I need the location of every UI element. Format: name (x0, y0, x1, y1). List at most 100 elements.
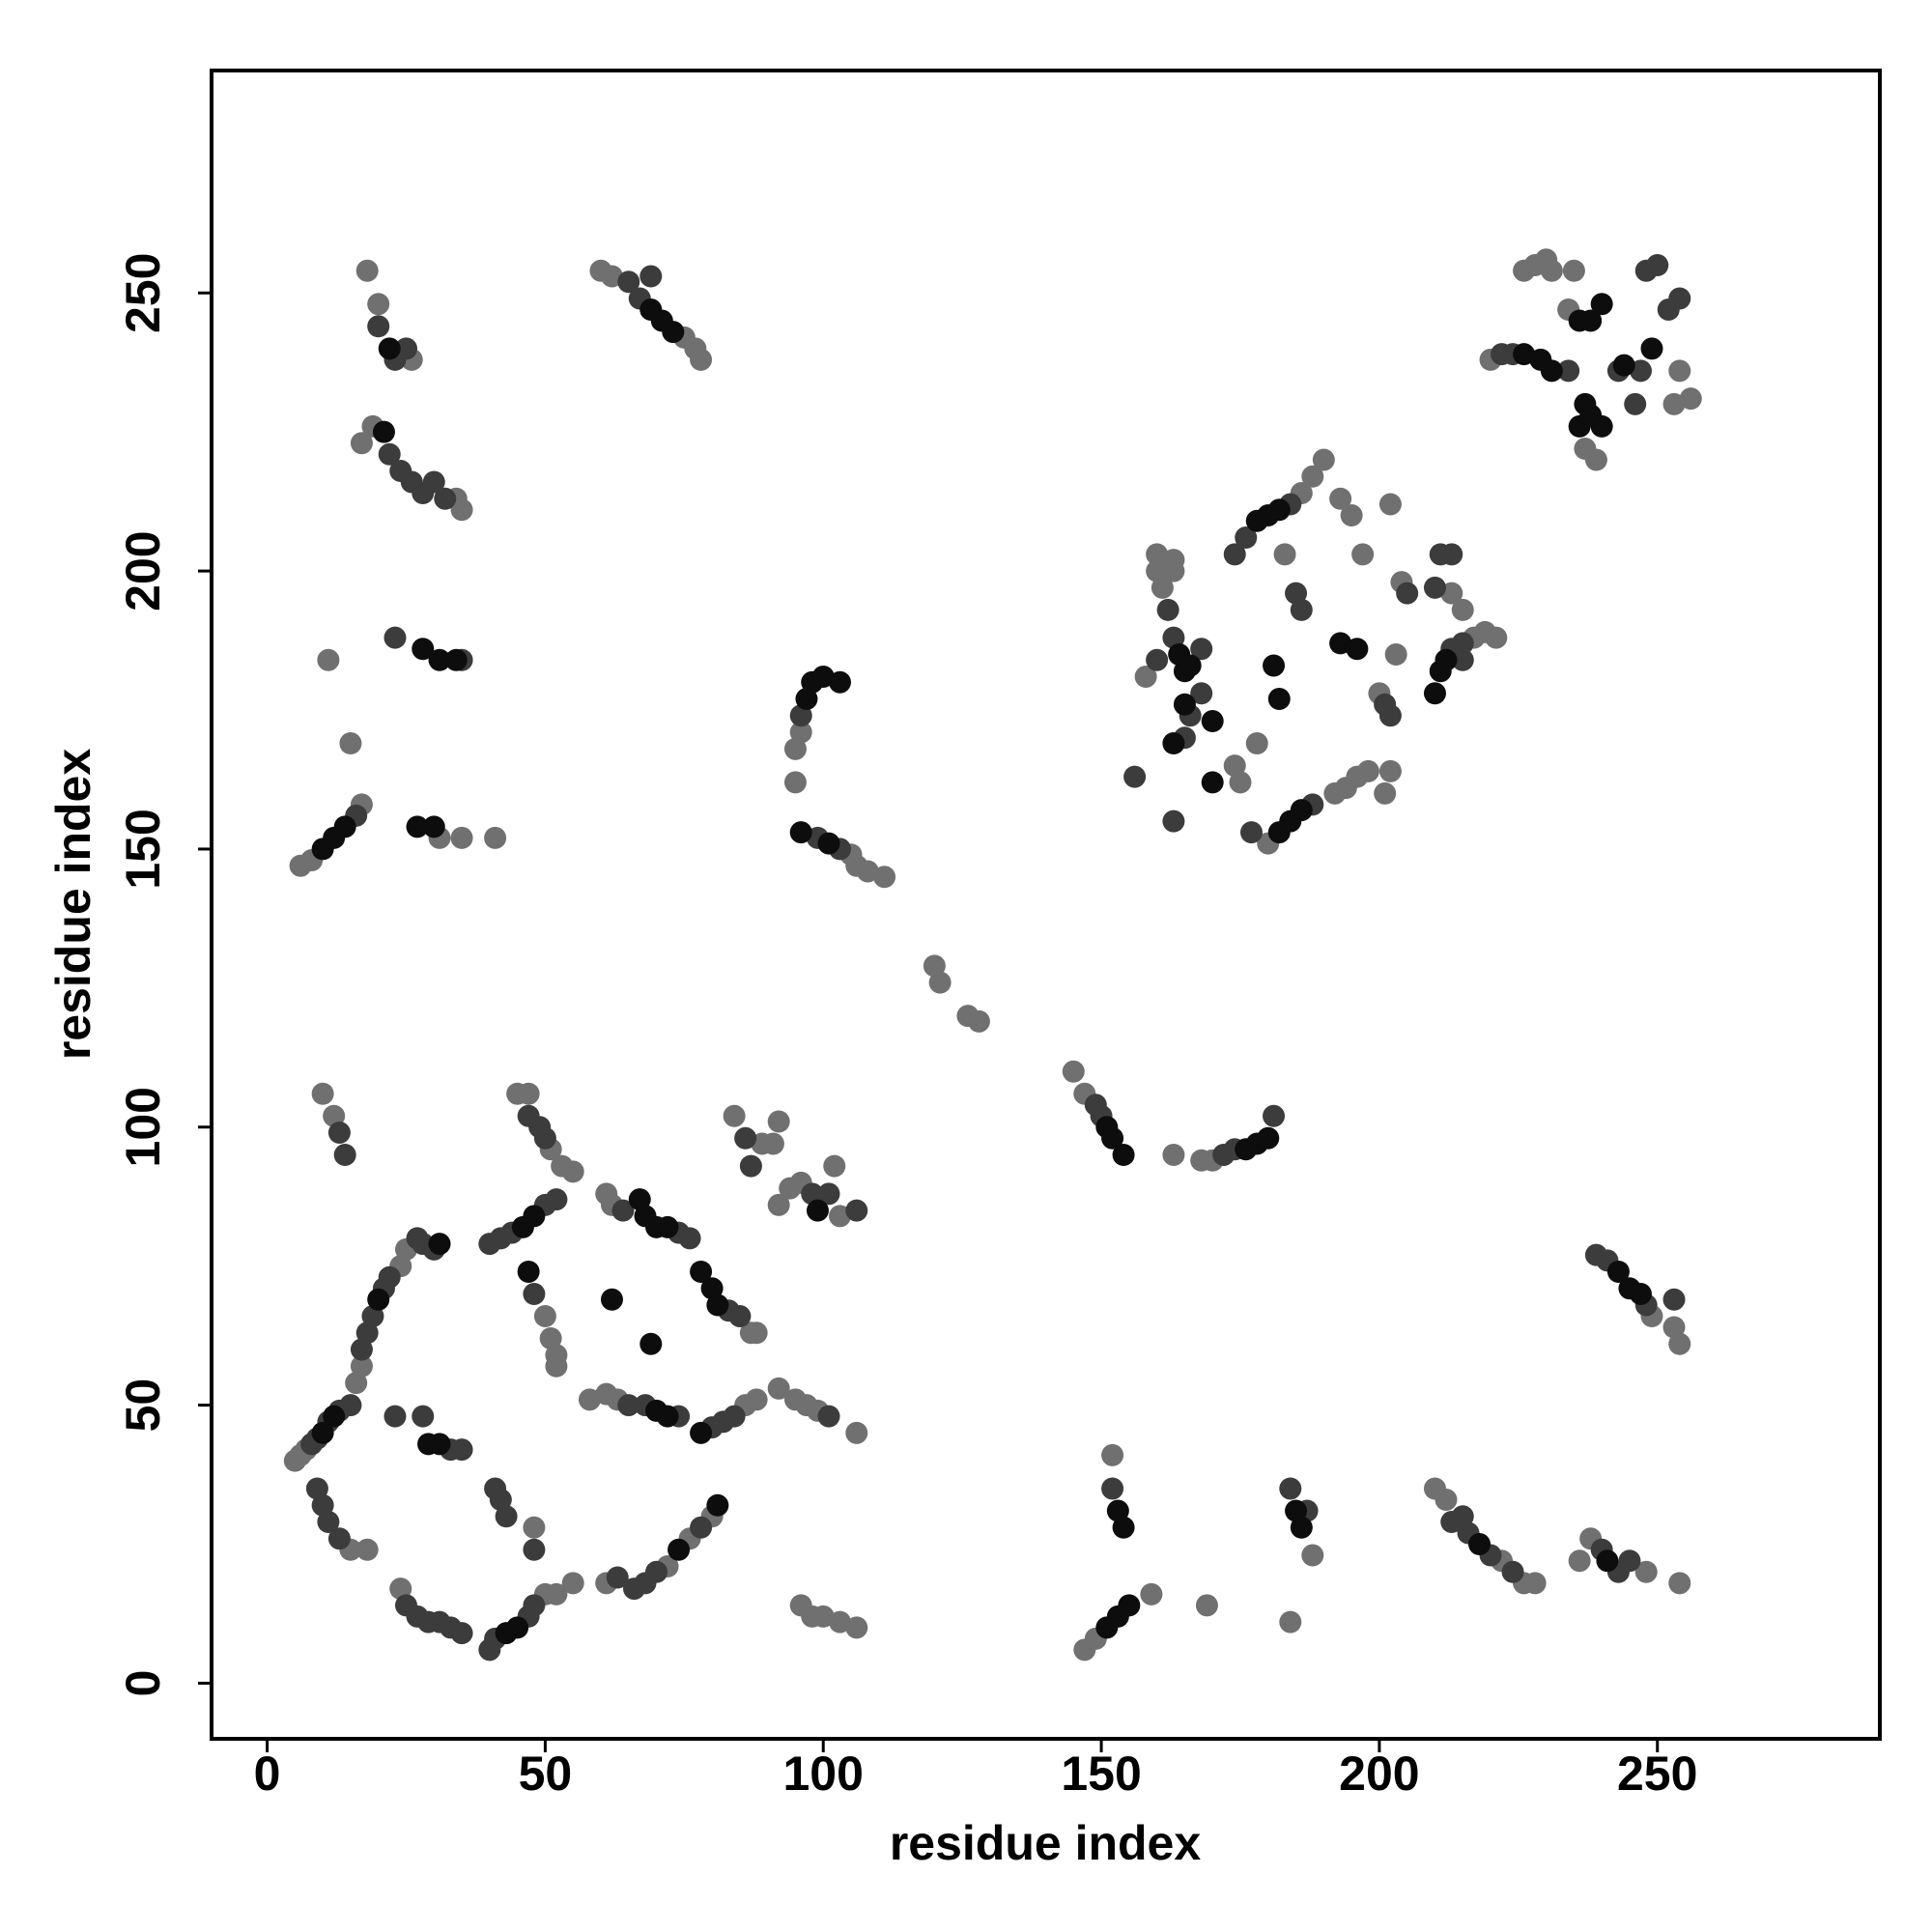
point (1245, 732, 1268, 755)
point (1579, 309, 1603, 332)
point (517, 1260, 540, 1283)
plot-frame (210, 69, 1882, 1741)
point (1640, 337, 1663, 360)
point (1179, 654, 1202, 677)
point (1574, 392, 1597, 415)
point (789, 821, 812, 844)
point (783, 771, 807, 794)
point (1378, 493, 1402, 516)
point (617, 270, 640, 294)
point (1435, 1488, 1458, 1511)
point (845, 1421, 868, 1444)
point (600, 265, 623, 288)
point (1329, 632, 1352, 655)
point (1279, 1477, 1302, 1500)
point (311, 1082, 334, 1105)
point (1162, 626, 1185, 649)
point (1451, 1505, 1474, 1528)
point (723, 1104, 746, 1127)
point (745, 1388, 768, 1411)
point (305, 1477, 328, 1500)
point (361, 1304, 384, 1327)
point (444, 648, 468, 671)
point (367, 293, 390, 316)
point (789, 721, 812, 744)
point (690, 1260, 713, 1283)
point (1629, 1282, 1652, 1305)
point (1451, 598, 1474, 621)
point (1662, 1316, 1686, 1339)
point (706, 1293, 729, 1317)
point (1562, 259, 1585, 282)
point (1267, 821, 1291, 844)
x-tick-label: 100 (783, 1747, 864, 1801)
point (1396, 582, 1419, 605)
point (355, 259, 379, 282)
point (428, 648, 451, 671)
point (1346, 638, 1369, 661)
point (1378, 704, 1402, 727)
point (1290, 1516, 1313, 1539)
x-tick-label: 250 (1617, 1747, 1697, 1801)
point (1301, 1544, 1324, 1567)
point (1112, 1144, 1135, 1167)
point (628, 1188, 651, 1211)
point (1435, 648, 1458, 671)
point (1634, 1560, 1658, 1583)
point (1101, 1443, 1124, 1466)
point (1285, 582, 1308, 605)
point (1095, 1616, 1119, 1639)
point (355, 1321, 379, 1345)
point (789, 704, 812, 727)
y-tick-label: 100 (116, 1087, 170, 1167)
point (1384, 642, 1407, 666)
point (728, 1304, 752, 1327)
point (1195, 1594, 1218, 1617)
point (1190, 682, 1213, 705)
point (355, 1538, 379, 1561)
point (639, 1332, 663, 1355)
y-axis-title: residue index (46, 749, 100, 1061)
point (829, 1205, 852, 1228)
point (422, 470, 445, 494)
point (1312, 448, 1335, 471)
point (690, 348, 713, 371)
point (817, 832, 840, 855)
point (600, 1288, 623, 1311)
point (378, 337, 401, 360)
point (384, 626, 407, 649)
point (1451, 632, 1474, 655)
point (1162, 732, 1185, 755)
point (645, 1560, 668, 1583)
point (1646, 253, 1669, 276)
point (1146, 543, 1169, 566)
point (1267, 688, 1291, 711)
point (611, 1199, 635, 1222)
point (367, 1288, 390, 1311)
point (1106, 1499, 1129, 1522)
point (1590, 293, 1613, 316)
point (656, 1405, 679, 1428)
point (1356, 759, 1379, 782)
point (428, 1433, 451, 1456)
point (1263, 654, 1286, 677)
point (406, 815, 429, 838)
point (823, 1154, 846, 1178)
point (1134, 665, 1157, 688)
point (1201, 710, 1224, 733)
point (450, 1438, 473, 1462)
point (723, 1405, 746, 1428)
point (1568, 1549, 1591, 1573)
point (1423, 682, 1446, 705)
point (1584, 448, 1607, 471)
point (1374, 781, 1397, 805)
point (817, 1182, 840, 1206)
point (489, 1488, 512, 1511)
point (378, 1265, 401, 1289)
point (706, 1493, 729, 1517)
point (1151, 576, 1174, 599)
point (1162, 549, 1185, 572)
point (1606, 1260, 1630, 1283)
y-tick-label: 150 (116, 809, 170, 889)
point (578, 1388, 601, 1411)
